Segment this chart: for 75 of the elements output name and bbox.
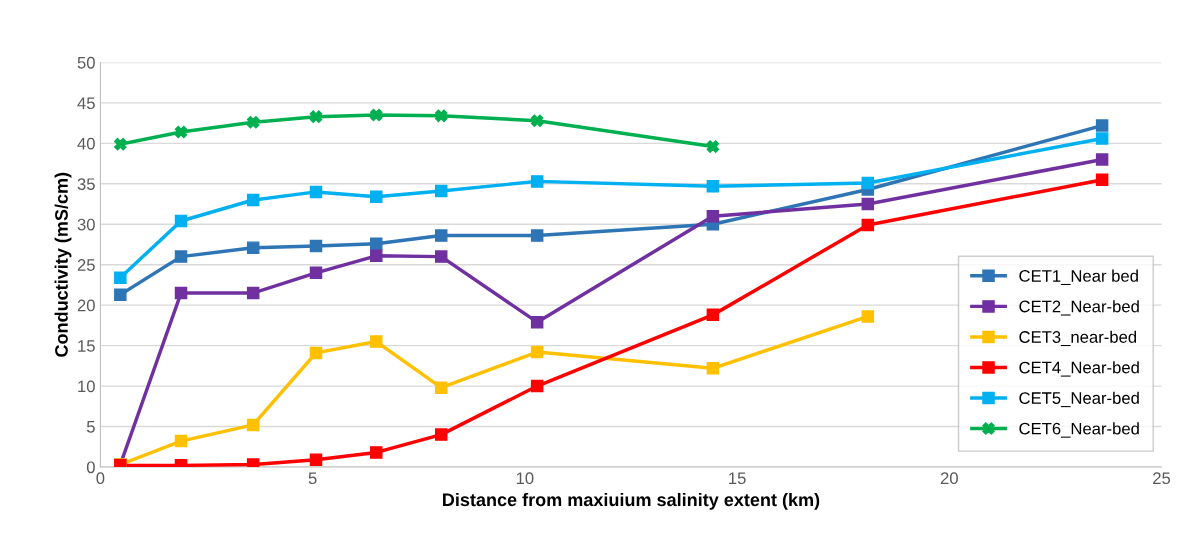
legend-label: CET5_Near-bed (1019, 391, 1139, 408)
point (174, 125, 188, 139)
y-tick-label: 40 (77, 137, 95, 150)
y-tick-label: 45 (77, 97, 95, 110)
point (434, 229, 448, 242)
y-tick-label: 50 (77, 56, 95, 69)
point (309, 239, 323, 253)
point (706, 308, 720, 322)
point (174, 250, 188, 263)
point (434, 381, 448, 394)
point (434, 250, 448, 263)
point (309, 453, 323, 466)
point (530, 379, 544, 393)
y-tick-label: 10 (78, 380, 95, 393)
point (370, 108, 383, 122)
point (861, 197, 875, 211)
point (1095, 119, 1109, 132)
y-tick-label: 0 (86, 461, 95, 474)
legend-label: CET1_Near bed (1019, 269, 1138, 285)
x-axis-title: Distance from maxiuium salinity extent (km) (443, 492, 820, 510)
point (246, 286, 260, 300)
point (530, 114, 544, 127)
x-tick-label: 5 (308, 472, 317, 485)
legend-label: CET4_Near-bed (1019, 361, 1139, 377)
point (114, 137, 127, 151)
point (309, 185, 323, 199)
point (530, 345, 544, 359)
legend-label: CET3_near-bed (1019, 330, 1137, 347)
point (1095, 132, 1109, 145)
x-tick-label: 25 (1153, 472, 1171, 485)
point (1095, 173, 1109, 187)
y-tick-label: 30 (77, 218, 95, 231)
point (370, 249, 383, 263)
x-tick-label: 15 (729, 472, 746, 485)
point (246, 241, 260, 254)
y-axis-title: Conductivity (mS/cm) (54, 172, 72, 357)
point (174, 214, 188, 228)
point (114, 288, 127, 301)
point (861, 176, 875, 190)
y-tick-label: 5 (86, 421, 95, 433)
point (309, 346, 323, 360)
x-tick-label: 0 (96, 472, 105, 485)
point (706, 209, 720, 223)
point (706, 362, 720, 375)
legend-label: CET6_Near-bed (1019, 422, 1139, 438)
point (174, 286, 188, 300)
point (1095, 153, 1109, 166)
y-tick-label: 15 (78, 340, 95, 352)
y-tick-label: 35 (77, 178, 95, 191)
point (370, 446, 383, 459)
point (114, 271, 127, 284)
point (861, 218, 875, 232)
point (530, 315, 544, 329)
point (370, 335, 383, 348)
point (706, 140, 720, 153)
point (706, 179, 720, 193)
y-tick-label: 25 (77, 259, 95, 271)
point (309, 110, 323, 123)
point (370, 190, 383, 204)
point (434, 109, 448, 123)
point (434, 428, 448, 441)
point (174, 434, 188, 448)
point (246, 418, 260, 432)
point (530, 229, 544, 242)
point (861, 310, 875, 323)
x-tick-label: 20 (940, 472, 958, 485)
point (309, 266, 323, 280)
x-tick-label: 10 (516, 472, 534, 485)
point (370, 237, 383, 250)
y-tick-label: 20 (77, 299, 95, 312)
point (246, 193, 260, 207)
point (434, 184, 448, 198)
legend-label: CET2_Near-bed (1019, 300, 1139, 316)
point (246, 116, 260, 129)
point (530, 175, 544, 188)
